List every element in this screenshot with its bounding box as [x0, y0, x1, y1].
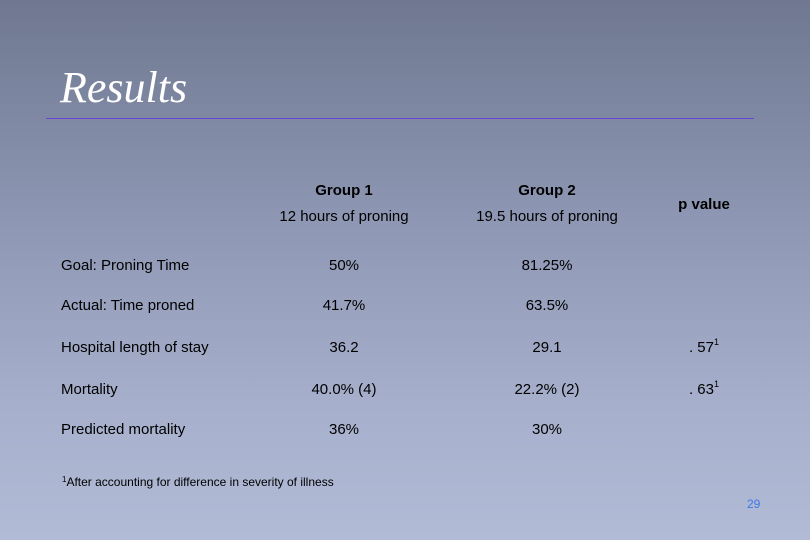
- group2-cell: 29.1: [532, 339, 562, 356]
- footnote-ref: 1: [714, 337, 720, 347]
- group1-header: Group 1: [315, 182, 373, 199]
- group2-subtitle: 19.5 hours of proning: [476, 208, 618, 225]
- footnote-marker: 1: [62, 475, 67, 484]
- group1-cell: 50%: [328, 257, 360, 274]
- row-label: Predicted mortality: [61, 421, 186, 438]
- pvalue-text: . 57: [688, 339, 714, 356]
- footnote: 1After accounting for difference in seve…: [62, 475, 334, 489]
- footnote-ref: 1: [714, 379, 720, 389]
- group1-cell: 36.2: [329, 339, 359, 356]
- group1-cell: 36%: [328, 421, 360, 438]
- group2-cell: 30%: [531, 421, 563, 438]
- group2-cell: 81.25%: [521, 257, 573, 274]
- row-label: Mortality: [61, 381, 118, 398]
- group2-cell: 63.5%: [525, 297, 569, 314]
- group2-cell: 22.2% (2): [514, 381, 580, 398]
- slide-title: Results: [60, 63, 188, 112]
- pvalue-header: p value: [678, 196, 730, 213]
- row-label: Hospital length of stay: [61, 339, 209, 356]
- group1-subtitle: 12 hours of proning: [279, 208, 409, 225]
- group1-cell: 41.7%: [322, 297, 366, 314]
- page-number: 29: [747, 497, 761, 511]
- pvalue-cell: . 571: [654, 337, 754, 356]
- title-divider: [46, 118, 754, 119]
- row-label: Goal: Proning Time: [61, 257, 190, 274]
- footnote-text: After accounting for difference in sever…: [66, 475, 334, 489]
- group1-cell: 40.0% (4): [311, 381, 377, 398]
- pvalue-text: . 63: [688, 381, 714, 398]
- pvalue-cell: . 631: [654, 379, 754, 398]
- group2-header: Group 2: [518, 182, 576, 199]
- row-label: Actual: Time proned: [61, 297, 195, 314]
